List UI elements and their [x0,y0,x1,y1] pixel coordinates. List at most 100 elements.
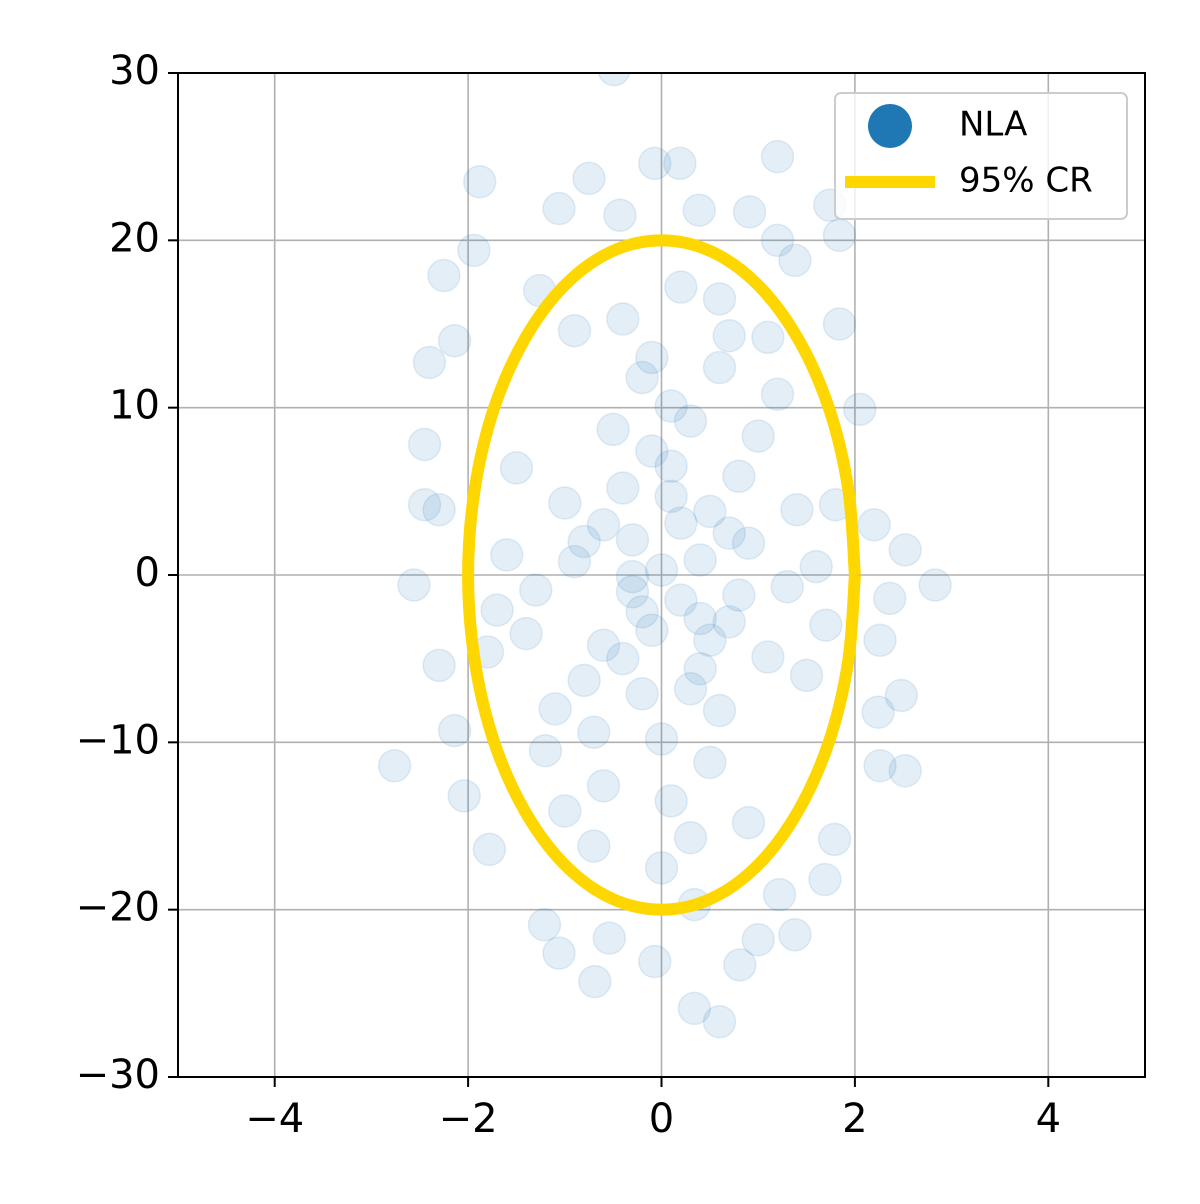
scatter-point [809,608,843,642]
scatter-point [673,820,708,855]
scatter-point [644,553,679,587]
scatter-point [644,851,679,885]
scatter-point [683,601,717,636]
scatter-point [597,73,631,87]
scatter-point [586,628,621,663]
scatter-point [557,544,592,579]
scatter-point [519,573,553,607]
y-tick-label: −10 [76,717,160,763]
scatter-point [722,459,756,494]
scatter-point [723,948,757,982]
scatter-point [625,595,659,629]
scatter-point [693,623,727,658]
scatter-point [702,1005,737,1039]
scatter-point [548,486,582,520]
scatter-point [664,583,698,617]
scatter-point [760,139,795,174]
scatter-point [548,794,582,828]
scatter-point [567,524,601,559]
scatter-point [712,516,746,550]
scatter-point [557,313,592,348]
scatter-point [918,568,952,602]
scatter-point [592,921,627,955]
scatter-point [762,877,797,912]
scatter-point [702,693,737,728]
scatter-point [603,198,637,232]
scatter-point [635,434,669,468]
y-tick-label: 0 [135,550,160,596]
scatter-point [447,779,481,813]
scatter-point [480,593,514,627]
scatter-point [572,161,606,196]
scatter-point [683,543,717,577]
scatter-point [842,392,877,427]
scatter-point [606,302,640,336]
scatter-point [673,672,708,706]
scatter-point [615,559,650,594]
scatter-point [888,754,922,788]
scatter-point [857,508,891,542]
legend-label: 95% CR [959,161,1093,201]
plot-area [377,73,952,1039]
scatter-point [606,641,640,676]
y-tick-label: 30 [109,48,160,94]
scatter-point [712,318,746,353]
scatter-point [770,569,804,604]
scatter-point [615,523,650,557]
scatter-point [712,605,746,639]
scatter-point [542,191,576,226]
scatter-point [635,340,669,375]
scatter-point [538,692,572,726]
scatter-point [407,427,442,462]
scatter-point [799,549,833,584]
legend-label: NLA [959,105,1027,145]
scatter-point [637,944,672,979]
scatter-point [780,492,814,527]
scatter-point [682,193,716,227]
scatter-point [606,471,640,505]
scatter-point [654,389,688,423]
x-tick-label: −4 [245,1096,304,1142]
y-tick-label: −20 [76,885,160,931]
scatter-point [577,715,611,750]
scatter-point [654,479,688,514]
scatter-point [635,613,669,647]
credible-region-line [462,234,861,916]
scatter-point [437,323,472,358]
scatter-point [437,713,472,748]
scatter-point [596,412,630,447]
scatter-point [778,243,812,278]
scatter-point [741,419,775,453]
scatter-point [872,581,907,616]
scatter-point [760,377,795,412]
scatter-point [693,494,727,529]
scatter-point [863,749,897,783]
y-tick-label: 10 [109,383,160,429]
x-tick-label: −2 [439,1096,498,1142]
scatter-point [457,233,491,268]
legend-marker [868,104,912,148]
scatter-point [462,165,497,199]
scatter-point [654,449,688,483]
scatter-point [586,508,621,542]
scatter-point [861,695,895,729]
scatter-point [509,616,543,651]
scatter-point [693,745,727,780]
scatter-point [663,146,697,181]
scatter-point [397,568,431,602]
scatter-point [673,404,708,438]
scatter-point [884,678,919,713]
y-tick-label: 20 [109,215,160,261]
scatter-point [751,640,785,674]
scatter-point [722,578,756,612]
scatter-point [732,195,767,229]
scatter-point [702,350,737,385]
scatter-point [808,862,842,897]
scatter-point [422,492,456,527]
scatter-point [731,526,766,560]
scatter-point [863,623,897,658]
scatter-point [683,651,717,686]
scatter-point [499,451,534,485]
scatter-point [817,822,852,857]
